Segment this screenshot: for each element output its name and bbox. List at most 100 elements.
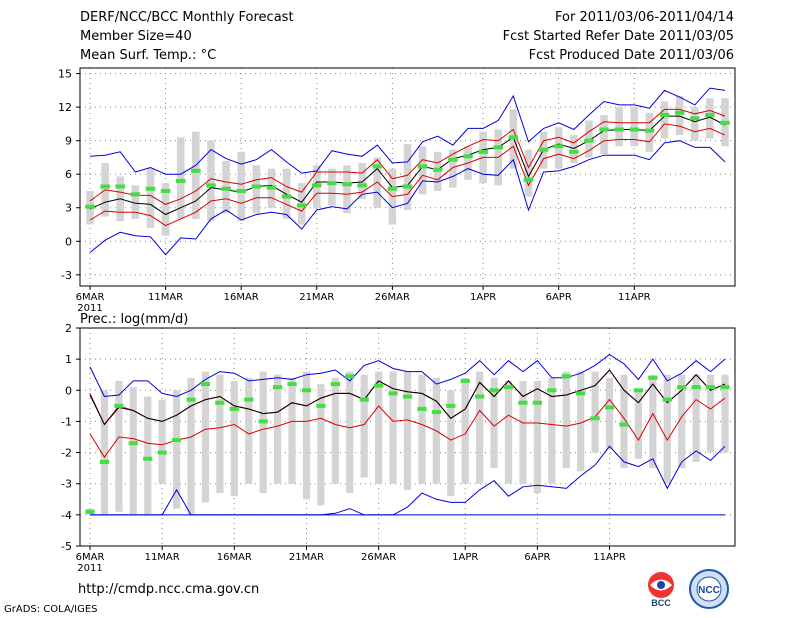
forecast-produced-date: Fcst Produced Date 2011/03/06: [528, 48, 734, 63]
y-tick-label: 12: [58, 101, 72, 114]
median-marker: [547, 388, 557, 393]
x-tick-label: 6MAR: [76, 292, 105, 303]
median-marker: [478, 149, 488, 154]
median-marker: [100, 184, 110, 189]
median-marker: [561, 374, 571, 379]
median-marker: [85, 509, 95, 514]
forecast-period: For 2011/03/06-2011/04/14: [555, 10, 734, 25]
median-marker: [629, 127, 640, 132]
ensemble-box: [328, 168, 336, 206]
median-marker: [160, 188, 171, 193]
median-marker: [206, 183, 216, 188]
ncc-logo-globe: [696, 576, 722, 602]
median-marker: [662, 397, 672, 402]
plot-frame: [79, 67, 736, 287]
ensemble-box: [504, 380, 513, 484]
median-marker: [191, 168, 201, 173]
median-marker: [503, 385, 514, 390]
median-marker: [691, 385, 701, 390]
median-marker: [417, 406, 427, 411]
grads-credit: GrADS: COLA/IGES: [4, 604, 98, 615]
median-marker: [316, 403, 326, 408]
median-marker: [387, 186, 398, 191]
y-tick-label: -3: [61, 478, 72, 491]
median-marker: [720, 385, 730, 390]
y-tick-label: 6: [65, 168, 72, 181]
median-marker: [200, 382, 211, 387]
median-marker: [99, 459, 110, 464]
ensemble-box: [115, 380, 123, 512]
chart-title: DERF/NCC/BCC Monthly Forecast: [80, 10, 294, 25]
ensemble-box: [615, 107, 623, 147]
x-tick-label: 6APR: [524, 552, 550, 563]
x-tick-label: 21MAR: [299, 292, 334, 303]
ensemble-box: [343, 165, 351, 214]
y-tick-label: 2: [65, 322, 72, 335]
median-marker: [251, 184, 262, 189]
ensemble-box: [245, 377, 253, 484]
panel-1: -3 0 3 6 9 12 15 6MAR 11MAR 16MAR 21MAR 26MAR 1APR 6A…: [58, 67, 736, 314]
median-marker: [576, 391, 586, 396]
median-marker: [345, 374, 355, 379]
bcc-logo-text: BCC: [651, 598, 671, 608]
x-year-label: 2011: [77, 303, 102, 314]
y-tick-label: 0: [65, 235, 72, 248]
x-tick-label: 16MAR: [224, 292, 259, 303]
x-tick-label: 6APR: [546, 292, 572, 303]
y-tick-label: 9: [65, 135, 72, 148]
median-marker: [648, 375, 658, 380]
ensemble-box: [131, 185, 140, 219]
median-marker: [569, 149, 579, 154]
ensemble-box: [533, 380, 541, 494]
ensemble-box: [288, 377, 296, 484]
ensemble-box: [570, 135, 578, 164]
source-url[interactable]: http://cmdp.ncc.cma.gov.cn: [78, 582, 260, 597]
median-marker: [532, 400, 542, 405]
median-marker: [145, 186, 156, 191]
ensemble-box: [649, 374, 657, 469]
ensemble-box: [252, 165, 261, 214]
ncc-logo-text: NCC: [698, 585, 720, 596]
y-tick-label: 3: [65, 202, 72, 215]
ensemble-box: [403, 371, 412, 490]
member-size: Member Size=40: [80, 29, 192, 44]
median-marker: [372, 164, 383, 169]
median-marker: [705, 385, 716, 390]
median-marker: [493, 145, 503, 150]
x-tick-label: 11APR: [593, 552, 626, 563]
ensemble-box: [577, 371, 585, 472]
median-marker: [720, 120, 730, 125]
median-marker: [599, 127, 609, 132]
median-marker: [619, 422, 629, 427]
y-tick-label: -2: [61, 447, 72, 460]
median-marker: [330, 382, 340, 387]
ensemble-box: [237, 151, 245, 222]
median-marker: [523, 177, 534, 182]
ensemble-box: [591, 371, 599, 453]
ensemble-box: [449, 149, 457, 188]
ensemble-box: [358, 163, 366, 199]
ncc-logo: NCC: [689, 569, 729, 609]
x-tick-label: 26MAR: [375, 292, 410, 303]
ensemble-box: [620, 374, 628, 469]
median-marker: [674, 110, 685, 115]
median-marker: [677, 385, 687, 390]
ensemble-box: [389, 371, 397, 484]
ensemble-box: [706, 374, 715, 453]
ensemble-box: [605, 377, 614, 450]
median-marker: [614, 127, 624, 132]
x-tick-label: 26MAR: [361, 552, 396, 563]
ensemble-box: [201, 371, 210, 503]
median-marker: [460, 378, 470, 383]
ensemble-box: [630, 107, 639, 147]
ensemble-box: [447, 390, 455, 497]
median-marker: [644, 128, 655, 133]
median-marker: [431, 410, 441, 415]
median-marker: [244, 397, 254, 402]
median-marker: [115, 184, 126, 189]
series-line-min: [89, 140, 726, 256]
series-line-lower: [89, 123, 726, 227]
y-tick-label: 0: [65, 384, 72, 397]
median-marker: [175, 178, 186, 183]
